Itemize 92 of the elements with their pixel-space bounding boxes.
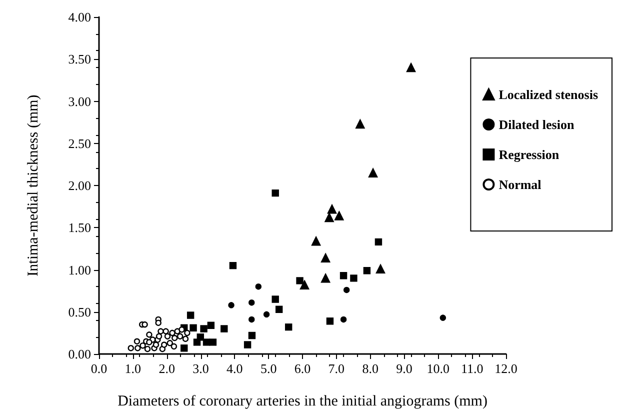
- y-tick-label: 3.00: [68, 94, 91, 109]
- point: [255, 284, 262, 290]
- point: [272, 296, 279, 303]
- point: [155, 320, 162, 326]
- point: [229, 262, 237, 270]
- point: [207, 322, 215, 329]
- point: [244, 341, 252, 348]
- x-tick-label: 11.0: [460, 361, 484, 376]
- x-tick-label: 8.0: [362, 361, 378, 376]
- point: [140, 342, 146, 349]
- point: [180, 344, 188, 352]
- point: [340, 316, 347, 323]
- legend-label: Normal: [498, 177, 542, 192]
- point: [296, 277, 304, 284]
- point: [172, 334, 178, 342]
- point: [169, 330, 176, 336]
- point: [146, 339, 152, 346]
- x-tick-label: 7.0: [328, 361, 345, 376]
- point: [374, 238, 382, 246]
- point: [248, 332, 256, 340]
- point: [320, 253, 330, 263]
- x-tick-label: 12.0: [494, 361, 518, 376]
- y-tick-label: 2.50: [68, 136, 91, 151]
- point: [440, 314, 446, 321]
- point: [156, 333, 162, 340]
- point: [248, 300, 255, 306]
- point: [228, 302, 234, 308]
- x-axis-title: Diameters of coronary arteries in the initial angiograms (mm): [118, 394, 488, 410]
- point: [272, 189, 279, 197]
- point: [356, 119, 365, 129]
- point: [166, 340, 173, 346]
- point: [184, 330, 190, 336]
- y-tick-label: 4.00: [68, 10, 91, 24]
- point: [263, 311, 270, 318]
- point: [248, 316, 255, 323]
- point: [406, 62, 416, 72]
- point: [182, 336, 189, 342]
- point: [142, 321, 148, 328]
- legend-label: Localized stenosis: [498, 87, 598, 102]
- x-tick-label: 2.0: [158, 361, 175, 376]
- point: [178, 326, 185, 333]
- y-tick-label: 0.00: [68, 346, 91, 362]
- x-tick-label: 1.0: [124, 361, 142, 376]
- point: [134, 345, 141, 352]
- legend-label: Dilated lesion: [498, 117, 575, 132]
- y-tick-label: 2.00: [68, 178, 91, 193]
- point: [343, 286, 350, 294]
- y-tick-label: 0.50: [68, 304, 91, 320]
- point: [350, 274, 358, 282]
- x-tick-label: 0.0: [90, 361, 108, 376]
- y-tick-label: 3.50: [68, 52, 91, 67]
- point: [162, 328, 169, 334]
- point: [209, 338, 217, 346]
- point: [340, 272, 348, 280]
- point: [144, 346, 151, 352]
- x-tick-label: 4.0: [226, 361, 243, 376]
- point: [161, 342, 168, 348]
- y-tick-label: 1.00: [68, 262, 91, 278]
- point: [376, 264, 386, 274]
- x-tick-label: 9.0: [396, 361, 412, 376]
- y-tick-label: 1.50: [68, 220, 91, 236]
- y-axis-title: Intima-medial thickness (mm): [26, 94, 42, 276]
- point: [158, 328, 164, 334]
- point: [146, 332, 152, 338]
- point: [152, 342, 160, 348]
- point: [324, 212, 334, 222]
- point: [276, 306, 283, 313]
- x-tick-label: 3.0: [192, 361, 209, 376]
- point: [186, 312, 194, 319]
- x-tick-label: 10.0: [426, 361, 450, 376]
- point: [334, 211, 344, 220]
- point: [363, 266, 371, 274]
- point: [164, 333, 171, 340]
- legend-label: Regression: [498, 147, 560, 162]
- point: [190, 324, 197, 332]
- point: [176, 333, 184, 340]
- point: [368, 168, 378, 178]
- point: [202, 338, 210, 346]
- x-tick-label: 5.0: [260, 361, 277, 376]
- point: [326, 318, 334, 325]
- point: [284, 323, 292, 331]
- point: [128, 345, 134, 352]
- x-tick-label: 6.0: [294, 361, 311, 376]
- point: [134, 338, 140, 344]
- point: [170, 343, 178, 350]
- point: [193, 338, 201, 346]
- point: [300, 280, 310, 290]
- point: [311, 236, 321, 246]
- point: [320, 274, 330, 283]
- point: [327, 204, 337, 214]
- point: [220, 325, 228, 332]
- point: [200, 325, 208, 332]
